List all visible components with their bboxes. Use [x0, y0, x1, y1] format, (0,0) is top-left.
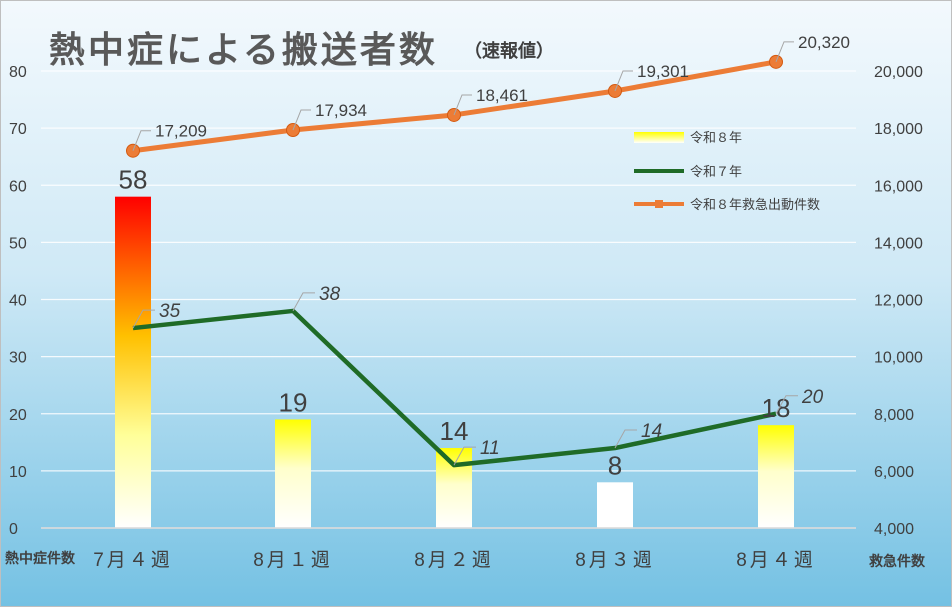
legend-label: 令和８年 [690, 130, 742, 145]
right-tick-label: 6,000 [874, 464, 914, 481]
legend-swatch-dispatch-marker [655, 200, 663, 208]
dispatch-value-label: 20,320 [798, 33, 850, 52]
bar [758, 425, 794, 528]
leader-line [775, 41, 794, 63]
right-tick-label: 12,000 [874, 293, 923, 310]
leader-line [132, 309, 155, 329]
leader-line [453, 446, 476, 466]
bar-value-label: 19 [279, 387, 308, 417]
right-tick-label: 16,000 [874, 178, 923, 195]
r7-value-label: 20 [801, 387, 824, 408]
left-tick-label: 80 [9, 64, 27, 81]
leader-line [292, 109, 311, 131]
legend-label: 令和８年救急出動件数 [690, 197, 820, 212]
legend-swatch-r8-bar [634, 132, 684, 143]
bar [597, 482, 633, 528]
r7-value-label: 14 [641, 421, 662, 442]
left-tick-label: 60 [9, 178, 27, 195]
category-label: 8月３週 [575, 549, 655, 571]
category-label: 8月２週 [414, 549, 494, 571]
leader-line [453, 94, 472, 116]
left-tick-label: 40 [9, 293, 27, 310]
right-tick-label: 4,000 [874, 521, 914, 538]
left-tick-label: 0 [9, 521, 18, 538]
leader-line [614, 429, 637, 449]
chart-title: 熱中症による搬送者数 [49, 30, 438, 71]
right-tick-label: 14,000 [874, 235, 923, 252]
legend-label: 令和７年 [690, 164, 742, 179]
left-tick-label: 30 [9, 350, 27, 367]
bar [115, 196, 151, 529]
left-axis-label: 熱中症件数 [5, 551, 75, 567]
right-tick-label: 20,000 [874, 64, 923, 81]
left-tick-label: 50 [9, 235, 27, 252]
bar-value-label: 58 [119, 165, 148, 195]
r7-value-label: 35 [159, 301, 181, 322]
right-tick-label: 8,000 [874, 407, 914, 424]
dispatch-value-label: 17,934 [315, 101, 367, 120]
right-axis-label: 救急件数 [869, 554, 925, 570]
leader-line [614, 70, 633, 92]
left-tick-label: 10 [9, 464, 27, 481]
left-tick-label: 70 [9, 121, 27, 138]
r7-value-label: 38 [319, 284, 341, 305]
right-tick-label: 10,000 [874, 350, 923, 367]
dispatch-value-label: 19,301 [637, 62, 689, 81]
bar-value-label: 8 [608, 450, 622, 480]
leader-line [775, 395, 798, 414]
chart-subtitle: （速報値） [464, 41, 554, 62]
leader-line [292, 292, 315, 312]
dispatch-value-label: 18,461 [476, 86, 528, 105]
bar-value-label: 14 [440, 416, 469, 446]
right-tick-label: 18,000 [874, 121, 923, 138]
bar [436, 448, 472, 528]
category-label: 7月４週 [93, 549, 173, 571]
left-tick-label: 20 [9, 407, 27, 424]
category-label: 8月４週 [736, 549, 816, 571]
bar [275, 419, 311, 528]
r7-value-label: 11 [480, 438, 500, 459]
category-label: 8月１週 [253, 549, 333, 571]
leader-line [132, 130, 151, 151]
dispatch-value-label: 17,209 [155, 122, 207, 141]
bar-value-label: 18 [762, 393, 791, 423]
